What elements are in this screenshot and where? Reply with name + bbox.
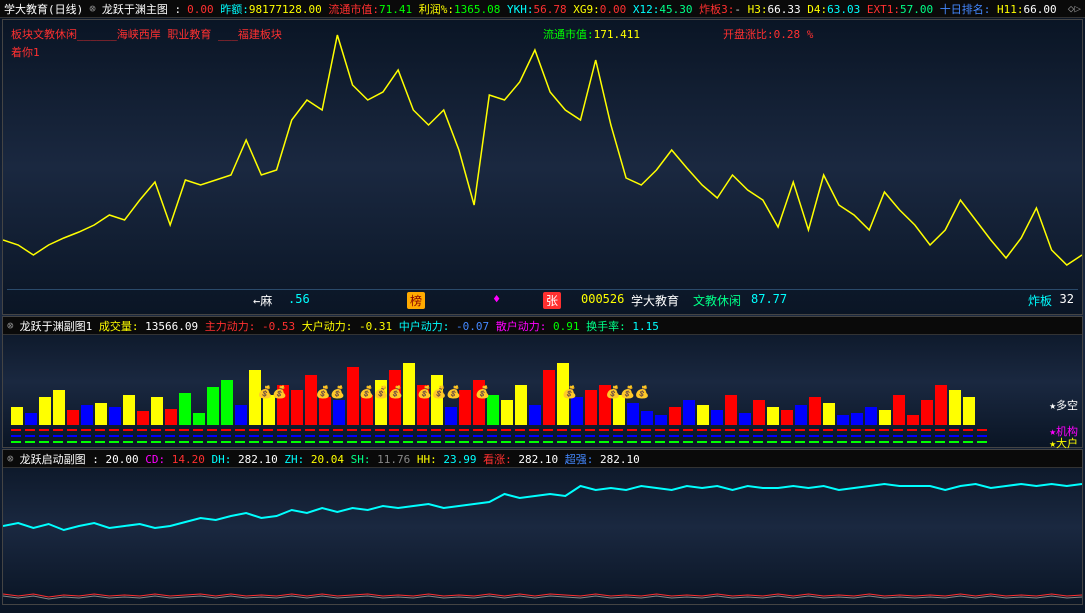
ticker-cat: 文教休闲 xyxy=(693,292,741,309)
ticker-left-val: .56 xyxy=(288,292,310,306)
annot-open: 开盘涨比:0.28 % xyxy=(723,26,813,42)
tail-icons[interactable]: ◇▷ xyxy=(1068,2,1081,15)
ticker-rnum: 32 xyxy=(1060,292,1074,306)
main-line-chart[interactable] xyxy=(3,20,1082,280)
close-icon[interactable]: ⊗ xyxy=(89,2,96,15)
ticker-rval: 87.77 xyxy=(751,292,787,306)
sub2-header: ⊗ 龙跃启动副图 : 20.00 CD: 14.20 DH: 282.10 ZH… xyxy=(3,450,1082,468)
main-label: 龙跃于渊主图 : xyxy=(102,1,181,17)
annot-marketcap: 流通市值:171.411 xyxy=(543,26,640,42)
sub2-chart[interactable] xyxy=(3,468,1082,604)
ticker-code: 000526 xyxy=(581,292,624,306)
stock-title: 学大教育(日线) xyxy=(4,1,83,17)
ticker-left-arrow[interactable]: ←麻 xyxy=(253,292,272,309)
badge-bang: 榜 xyxy=(407,292,425,309)
header-metrics: 0.00 昨额:98177128.00 流通市值:71.41 利润%:1365.… xyxy=(187,1,1056,17)
sub1-chart[interactable]: 💰💰💰💰💰💰💰💰💰💰💰💰💰💰💰 ★多空★机构★大户 xyxy=(3,335,1082,447)
top-header: 学大教育(日线) ⊗ 龙跃于渊主图 : 0.00 昨额:98177128.00 … xyxy=(0,0,1085,18)
sub1-header: ⊗ 龙跃于渊副图1 成交量: 13566.09 主力动力: -0.53 大户动力… xyxy=(3,317,1082,335)
main-chart-panel: 板块文教休闲______海峡西岸 职业教育 ___福建板块 着你1 流通市值:1… xyxy=(2,19,1083,315)
ticker-bar: ←麻 .56 榜 ♦ 张 000526 学大教育 文教休闲 87.77 炸板 3… xyxy=(3,292,1082,310)
ticker-name: 学大教育 xyxy=(631,292,679,309)
sub2-panel: ⊗ 龙跃启动副图 : 20.00 CD: 14.20 DH: 282.10 ZH… xyxy=(2,449,1083,605)
overlay-note: 着你1 xyxy=(11,44,40,60)
sub1-panel: ⊗ 龙跃于渊副图1 成交量: 13566.09 主力动力: -0.53 大户动力… xyxy=(2,316,1083,448)
overlay-sector: 板块文教休闲______海峡西岸 职业教育 ___福建板块 xyxy=(11,26,282,42)
ticker-right: 炸板 xyxy=(1028,292,1052,309)
badge-zhang: 张 xyxy=(543,292,561,309)
